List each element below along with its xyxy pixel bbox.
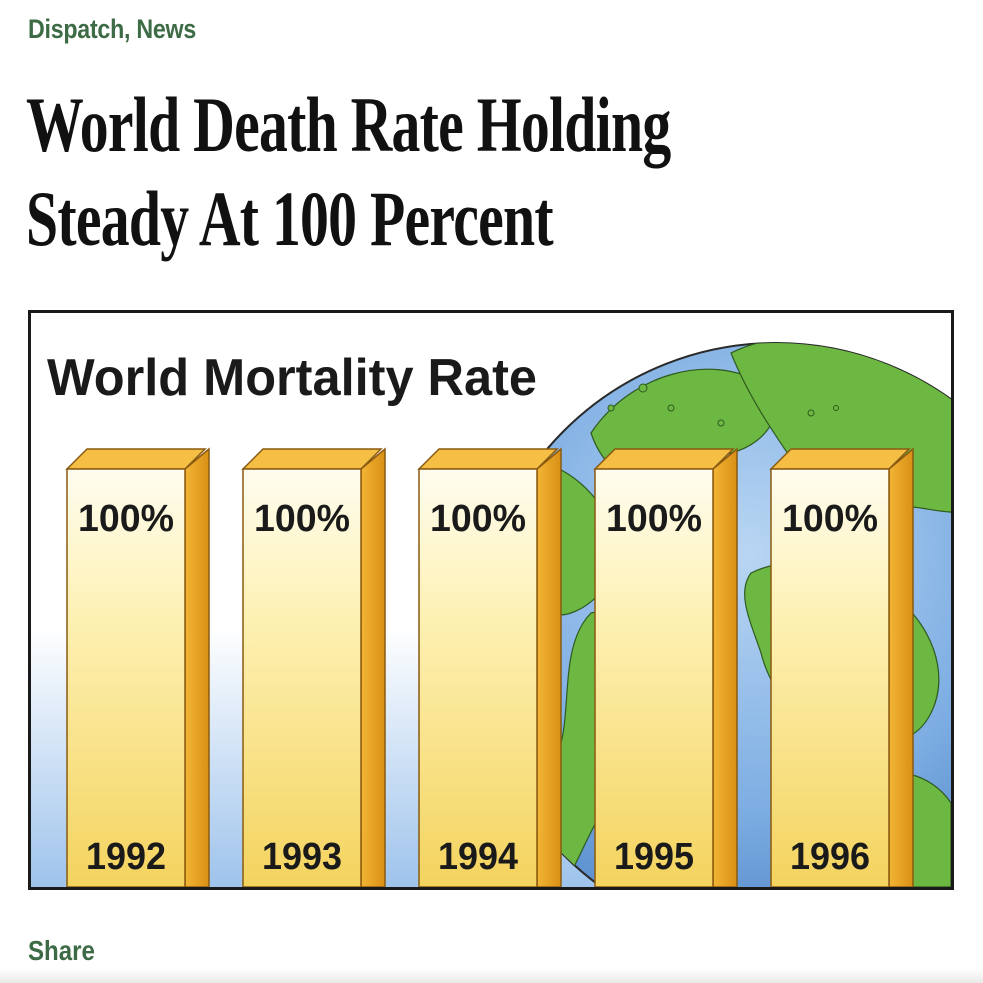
bar-front-face: [242, 468, 362, 887]
bar-top-face: [65, 448, 207, 470]
bar-category-label: 1993: [262, 836, 342, 878]
share-button[interactable]: Share: [28, 935, 95, 966]
bar-side-face: [712, 447, 738, 887]
mortality-chart: World Mortality Rate 100%1992100%1993100…: [31, 313, 951, 887]
bar-category-label: 1995: [614, 836, 694, 878]
bar-top-face: [769, 448, 911, 470]
bar-front-face: [770, 468, 890, 887]
section-link[interactable]: Dispatch, News: [28, 14, 197, 44]
headline-line-2: Steady At 100 Percent: [26, 175, 554, 262]
bar-value-label: 100%: [430, 498, 526, 540]
bar-side-face: [888, 447, 914, 887]
bar-top-face: [417, 448, 559, 470]
chart-title: World Mortality Rate: [47, 349, 537, 407]
bar-1994: 100% 1994: [417, 447, 562, 887]
bar-value-label: 100%: [782, 498, 878, 540]
bar-top-face: [241, 448, 383, 470]
bar-value-label: 100%: [78, 498, 174, 540]
bar-value-label: 100%: [254, 498, 350, 540]
bar-front-face: [594, 468, 714, 887]
bar-side-face: [184, 447, 210, 887]
footer-divider: [0, 969, 983, 983]
bar-value-label: 100%: [606, 498, 702, 540]
bar-1993: 100% 1993: [241, 447, 386, 887]
chart-frame: World Mortality Rate 100% 1992 100% 1993 100…: [28, 310, 954, 890]
headline-line-1: World Death Rate Holding: [26, 81, 671, 168]
bar-category-label: 1996: [790, 836, 870, 878]
bar-side-face: [536, 447, 562, 887]
bar-category-label: 1994: [438, 836, 518, 878]
bar-1996: 100% 1996: [769, 447, 914, 887]
bar-front-face: [66, 468, 186, 887]
bar-side-face: [360, 447, 386, 887]
bar-front-face: [418, 468, 538, 887]
bars-layer: 100% 1992 100% 1993 100% 1994 100% 1995 100% 1996: [65, 447, 914, 887]
bar-1992: 100% 1992: [65, 447, 210, 887]
headline: World Death Rate Holding Steady At 100 P…: [26, 78, 766, 266]
bar-top-face: [593, 448, 735, 470]
bar-category-label: 1992: [86, 836, 166, 878]
bar-1995: 100% 1995: [593, 447, 738, 887]
